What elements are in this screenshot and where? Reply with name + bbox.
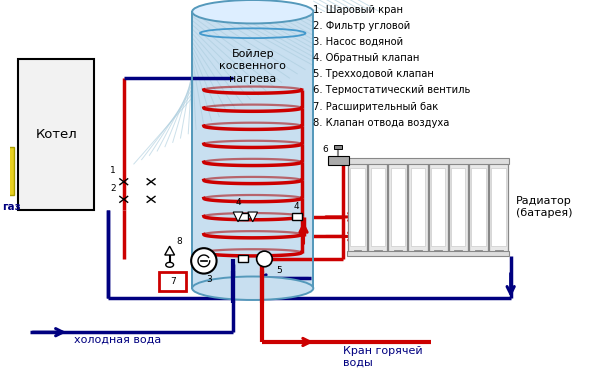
Bar (409, 162, 428, 252)
Text: Котел: Котел (35, 128, 77, 141)
Bar (328, 156, 349, 165)
Text: холодная вода: холодная вода (74, 335, 161, 345)
Bar (394, 250, 402, 255)
Bar (428, 162, 448, 252)
Text: 5: 5 (276, 266, 282, 275)
Text: 8: 8 (176, 237, 182, 246)
Bar (353, 250, 361, 255)
Bar (18, 59, 94, 210)
Text: Бойлер
косвенного
нагрева: Бойлер косвенного нагрева (219, 49, 286, 83)
Bar (353, 159, 361, 164)
Text: 1. Шаровый кран: 1. Шаровый кран (313, 5, 403, 15)
Bar (495, 159, 503, 164)
Ellipse shape (166, 262, 173, 267)
Text: 7: 7 (170, 277, 175, 286)
Ellipse shape (192, 276, 313, 300)
Bar (454, 250, 462, 255)
Bar (469, 162, 488, 252)
Bar (472, 168, 485, 246)
Text: Радиатор
(батарея): Радиатор (батарея) (515, 196, 572, 218)
Bar (431, 168, 445, 246)
Bar (434, 159, 442, 164)
Bar (491, 168, 506, 246)
Text: 2. Фильтр угловой: 2. Фильтр угловой (313, 21, 410, 31)
Text: 4. Обратный клапан: 4. Обратный клапан (313, 53, 419, 63)
Bar (394, 159, 402, 164)
Bar (347, 251, 509, 256)
Text: Кран горячей
воды: Кран горячей воды (343, 346, 422, 368)
Text: 6. Термостатический вентиль: 6. Термостатический вентиль (313, 85, 470, 95)
Bar (388, 162, 407, 252)
Polygon shape (165, 246, 175, 255)
Text: 7. Расширительный бак: 7. Расширительный бак (313, 102, 439, 112)
Polygon shape (248, 212, 257, 222)
Text: газ: газ (2, 202, 20, 212)
Circle shape (191, 248, 217, 273)
Bar (350, 168, 365, 246)
Bar (391, 168, 405, 246)
Bar (475, 250, 482, 255)
Bar (238, 213, 248, 220)
Bar (489, 162, 508, 252)
Text: 4: 4 (294, 202, 299, 211)
Polygon shape (233, 212, 243, 222)
Text: 4: 4 (235, 198, 241, 207)
Bar (449, 162, 468, 252)
Bar (414, 159, 422, 164)
Polygon shape (192, 12, 313, 288)
Bar (451, 168, 466, 246)
Text: 3. Насос водяной: 3. Насос водяной (313, 37, 403, 47)
Bar (374, 159, 382, 164)
Bar (368, 162, 388, 252)
Bar (475, 159, 482, 164)
Bar (7, 147, 14, 196)
Bar (495, 250, 503, 255)
Ellipse shape (192, 0, 313, 23)
Bar (238, 255, 248, 262)
Bar (159, 272, 186, 291)
Text: 3: 3 (206, 275, 212, 284)
Bar (348, 162, 367, 252)
Text: 2: 2 (110, 184, 116, 193)
Bar (434, 250, 442, 255)
Bar (347, 158, 509, 164)
Text: 8. Клапан отвода воздуха: 8. Клапан отвода воздуха (313, 118, 449, 128)
Bar (411, 168, 425, 246)
Text: 6: 6 (322, 145, 328, 154)
Bar (334, 145, 341, 150)
Circle shape (257, 251, 272, 267)
Bar (292, 213, 302, 220)
Bar (371, 168, 385, 246)
Bar (454, 159, 462, 164)
Bar (374, 250, 382, 255)
Text: 5. Трехходовой клапан: 5. Трехходовой клапан (313, 69, 434, 79)
Text: 1: 1 (110, 166, 116, 175)
Bar (414, 250, 422, 255)
